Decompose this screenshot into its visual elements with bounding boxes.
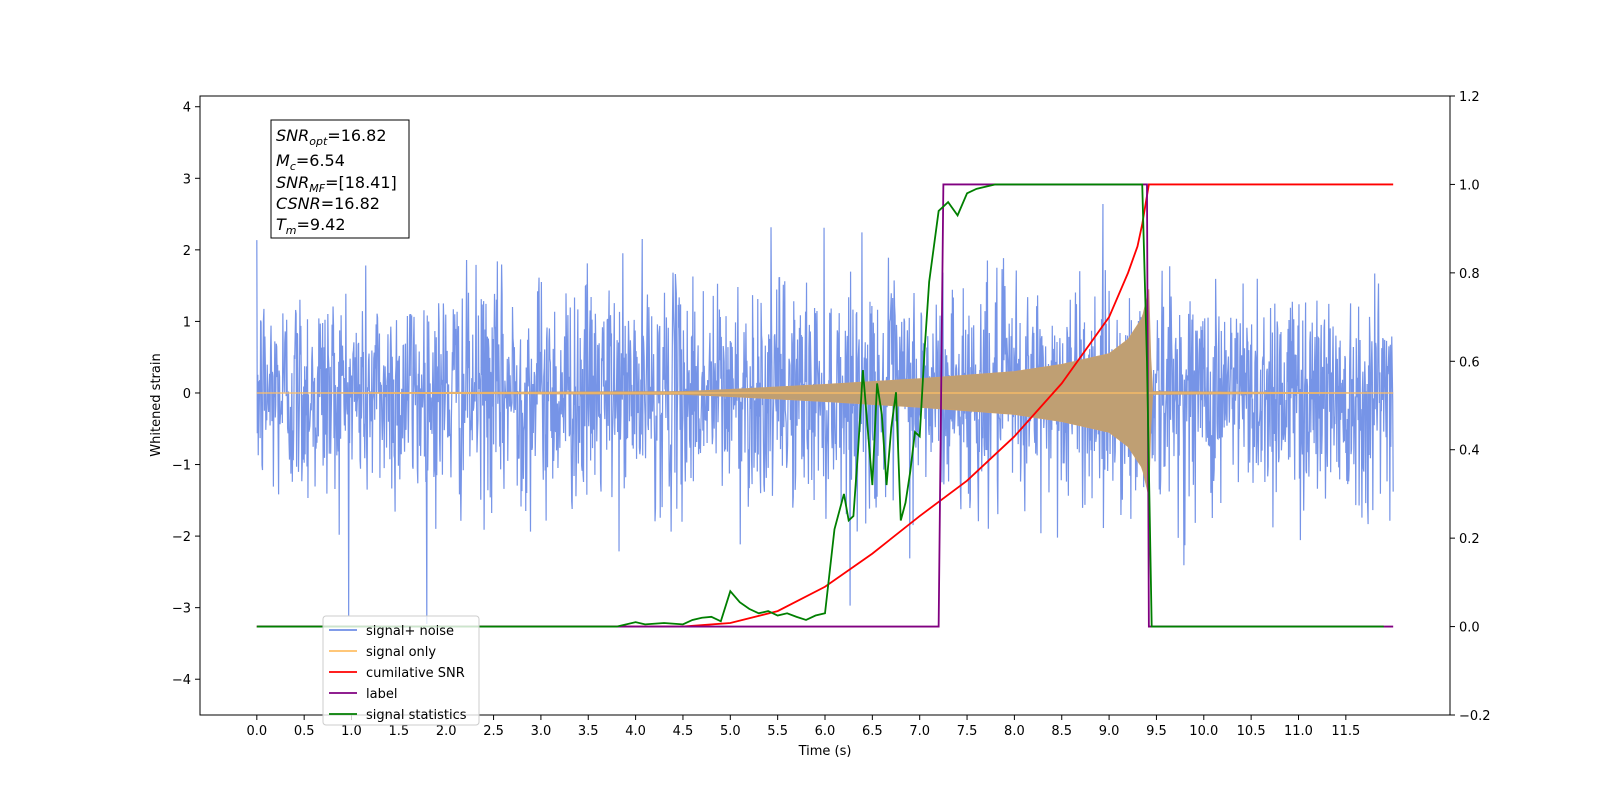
y-axis-right: −0.2 0.0 0.2 0.4 0.6 0.8 1.0 1.2 bbox=[1450, 90, 1491, 724]
y-tick-label: 4 bbox=[183, 101, 191, 116]
series-signal-noise-line bbox=[256, 203, 1394, 625]
x-tick-label: 0.0 bbox=[246, 724, 267, 739]
y2-tick-label: 1.2 bbox=[1459, 90, 1480, 105]
y-tick-label: 1 bbox=[183, 315, 191, 330]
y-tick-label: 2 bbox=[183, 244, 191, 259]
y2-tick-label: 0.2 bbox=[1459, 532, 1480, 547]
legend-label: cumilative SNR bbox=[366, 666, 465, 681]
y2-tick-label: 0.4 bbox=[1459, 444, 1480, 459]
x-tick-label: 7.0 bbox=[909, 724, 930, 739]
x-tick-label: 7.5 bbox=[957, 724, 978, 739]
x-tick-label: 4.0 bbox=[625, 724, 646, 739]
x-tick-label: 1.5 bbox=[389, 724, 410, 739]
x-tick-label: 6.0 bbox=[815, 724, 836, 739]
legend-label: signal statistics bbox=[366, 708, 467, 723]
y2-tick-label: −0.2 bbox=[1459, 709, 1491, 724]
x-tick-label: 5.0 bbox=[720, 724, 741, 739]
x-tick-label: 8.0 bbox=[1004, 724, 1025, 739]
legend-box bbox=[322, 615, 480, 726]
info-snr-opt: SNRopt=16.82 bbox=[276, 126, 387, 148]
y2-tick-label: 1.0 bbox=[1459, 178, 1480, 193]
x-tick-label: 3.5 bbox=[578, 724, 599, 739]
y-axis-left: −4 −3 −2 −1 0 1 2 3 4 bbox=[172, 101, 200, 688]
y-tick-label: −4 bbox=[172, 673, 191, 688]
y2-tick-label: 0.8 bbox=[1459, 267, 1480, 282]
info-csnr: CSNR=16.82 bbox=[276, 194, 380, 213]
x-tick-label: 4.5 bbox=[673, 724, 694, 739]
y-axis-label: Whitened strain bbox=[149, 353, 164, 456]
x-tick-label: 5.5 bbox=[767, 724, 788, 739]
x-tick-label: 10.0 bbox=[1189, 724, 1218, 739]
x-tick-label: 0.5 bbox=[294, 724, 315, 739]
series-signal-statistics-line bbox=[256, 183, 1384, 628]
x-tick-label: 3.0 bbox=[531, 724, 552, 739]
info-box: SNRopt=16.82 Mc=6.54 SNRMF=[18.41] CSNR=… bbox=[270, 119, 410, 239]
y-tick-label: 0 bbox=[183, 387, 191, 402]
x-axis: 0.0 0.5 1.0 1.5 2.0 2.5 3.0 3.5 4.0 4.5 5.0 5.5 6.0 6… bbox=[246, 715, 1360, 739]
info-snr-mf: SNRMF=[18.41] bbox=[276, 173, 397, 195]
x-tick-label: 1.0 bbox=[341, 724, 362, 739]
legend: signal+ noise signal only cumilative SNR la… bbox=[322, 615, 480, 726]
x-tick-label: 9.0 bbox=[1099, 724, 1120, 739]
x-axis-label: Time (s) bbox=[798, 744, 852, 759]
x-tick-label: 9.5 bbox=[1146, 724, 1167, 739]
y2-tick-label: 0.0 bbox=[1459, 621, 1480, 636]
series-cumilative-snr-line bbox=[256, 183, 1394, 628]
x-tick-label: 2.5 bbox=[483, 724, 504, 739]
info-mc: Mc=6.54 bbox=[276, 151, 345, 173]
y2-tick-label: 0.6 bbox=[1459, 355, 1480, 370]
x-tick-label: 10.5 bbox=[1237, 724, 1266, 739]
y-tick-label: 3 bbox=[183, 172, 191, 187]
y-tick-label: −1 bbox=[172, 459, 191, 474]
x-tick-label: 11.0 bbox=[1284, 724, 1313, 739]
y-tick-label: −3 bbox=[172, 602, 191, 617]
data-layer bbox=[256, 183, 1394, 628]
x-tick-label: 8.5 bbox=[1051, 724, 1072, 739]
legend-label: signal+ noise bbox=[366, 624, 454, 639]
legend-label: signal only bbox=[366, 645, 436, 660]
x-tick-label: 11.5 bbox=[1331, 724, 1360, 739]
legend-label: label bbox=[366, 687, 397, 702]
x-tick-label: 6.5 bbox=[862, 724, 883, 739]
y-tick-label: −2 bbox=[172, 530, 191, 545]
x-tick-label: 2.0 bbox=[436, 724, 457, 739]
info-tm: Tm=9.42 bbox=[276, 215, 346, 237]
